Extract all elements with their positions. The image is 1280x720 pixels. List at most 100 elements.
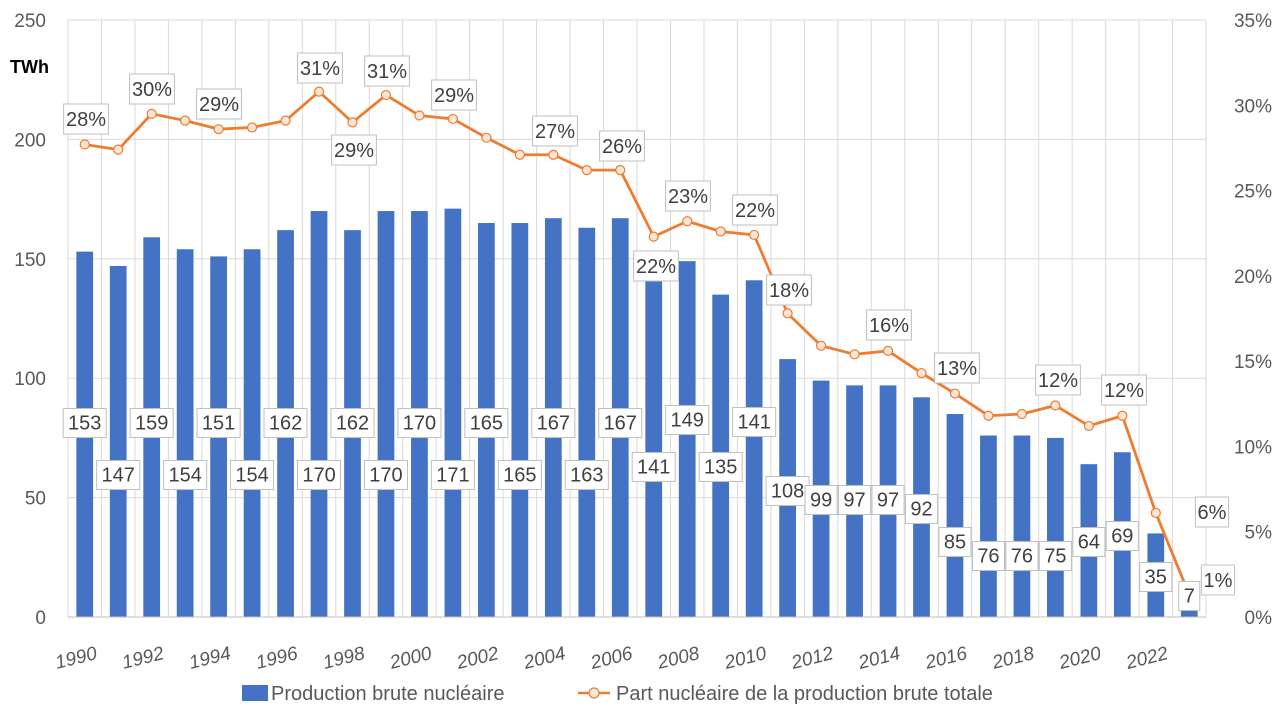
bar-label-2008-box (665, 405, 710, 435)
bar-label-2013-box (838, 485, 872, 515)
line-point-1996 (280, 115, 291, 126)
bar-label-2018-box (1005, 541, 1039, 571)
bar-label-1993-text: 154 (168, 465, 201, 487)
bar-label-2003-text: 165 (503, 465, 536, 487)
x-tick-2000: 2000 (387, 643, 434, 674)
bar-label-2000-box (397, 408, 442, 438)
x-tick-2002: 2002 (454, 643, 501, 674)
bar-label-2015-text: 92 (910, 499, 932, 521)
bar-label-1996-box (263, 408, 308, 438)
line-label-1992-box (129, 73, 175, 105)
bar-label-1999: 170 (363, 460, 409, 490)
y-left-tick-0: 0 (35, 608, 46, 629)
bar-label-2021: 69 (1105, 521, 1139, 551)
y-left-tick-200: 200 (14, 130, 46, 151)
x-tick-2022: 2022 (1123, 643, 1170, 674)
bar-label-2002-box (464, 408, 509, 438)
bar-label-2008: 149 (665, 405, 710, 435)
line-label-2006: 26% (599, 130, 645, 162)
bar-label-2001-text: 171 (436, 465, 469, 487)
bar-label-2017-box (971, 541, 1005, 571)
bar-label-2007: 141 (631, 452, 676, 482)
line-point-2012 (815, 340, 827, 351)
legend-bar-swatch (242, 685, 268, 701)
legend-bar-label: Production brute nucléaire (271, 683, 504, 705)
line-point-2004 (548, 149, 559, 160)
bar-label-2002-text: 165 (470, 413, 503, 435)
bar-label-2013-text: 97 (843, 490, 865, 512)
line-label-2021: 12% (1101, 374, 1147, 406)
bar-label-2008-text: 149 (671, 410, 704, 432)
line-point-2001 (447, 113, 459, 125)
line-label-2000-box (431, 79, 477, 111)
x-tick-1992: 1992 (120, 643, 167, 674)
y-axis-unit-label: TWh (10, 57, 49, 77)
line-label-2019-box (1035, 364, 1081, 396)
bar-label-2019: 75 (1038, 541, 1072, 571)
line-label-1998: 29% (331, 134, 377, 166)
bar-label-2000: 170 (397, 408, 442, 438)
bar-label-2013: 97 (838, 485, 872, 515)
line-point-2002 (481, 132, 492, 143)
line-label-2011: 18% (766, 274, 812, 306)
bar-label-1994: 151 (196, 408, 241, 438)
bar-label-2012-box (804, 485, 838, 515)
line-label-2023-text: 1% (1204, 570, 1233, 592)
bar-1993 (176, 249, 194, 618)
line-label-2022-box (1194, 496, 1230, 528)
legend: Production brute nucléaire Part nucléair… (242, 683, 993, 705)
line-label-2023-box (1200, 564, 1236, 596)
line-label-2019: 12% (1035, 364, 1081, 396)
bar-label-1992: 159 (129, 408, 174, 438)
line-label-1994-text: 29% (199, 94, 239, 116)
bar-label-2018-text: 76 (1011, 546, 1033, 568)
bar-label-2003-box (497, 460, 542, 490)
bar-label-2005-box (564, 460, 609, 490)
line-point-2022 (1150, 507, 1161, 519)
y-right-tick-35%: 35% (1234, 11, 1272, 32)
y-right-tick-25%: 25% (1234, 182, 1272, 203)
bar-2018 (1013, 435, 1031, 617)
line-label-1990-text: 28% (66, 109, 106, 131)
line-label-2004-box (532, 115, 578, 147)
y-right-tick-20%: 20% (1234, 267, 1272, 288)
line-label-2000-text: 29% (434, 85, 474, 107)
bar-label-2004-box (531, 408, 576, 438)
bar-1991 (109, 265, 127, 617)
bar-label-2022-box (1139, 562, 1173, 592)
bar-label-2020-box (1072, 527, 1106, 557)
y-right-tick-30%: 30% (1234, 96, 1272, 117)
bar-label-2019-text: 75 (1044, 546, 1066, 568)
line-label-2010-text: 22% (735, 200, 775, 222)
line-label-2008-box (665, 180, 711, 212)
line-data-labels: 28% 30% 29% 31% 29% 31% 29% 27% 26% 22% 23% 22% 18% 1… (63, 52, 1236, 596)
bar-label-1998-box (330, 408, 375, 438)
line-label-1998-box (331, 134, 377, 166)
bar-label-1999-text: 170 (369, 465, 402, 487)
line-point-1992 (146, 108, 157, 119)
line-path (84, 90, 1191, 596)
bar-label-2009-box (698, 452, 743, 482)
bar-label-2010-text: 141 (737, 412, 770, 434)
line-label-2010: 22% (732, 194, 778, 226)
bar-label-2009: 135 (698, 452, 743, 482)
bar-label-2007-text: 141 (637, 457, 670, 479)
bar-2010 (745, 280, 763, 617)
line-label-2021-text: 12% (1104, 380, 1144, 402)
bar-label-2012: 99 (804, 485, 838, 515)
bar-label-2021-text: 69 (1111, 526, 1133, 548)
bar-label-1990: 153 (62, 408, 107, 438)
line-label-2019-text: 12% (1038, 370, 1078, 392)
bar-2008 (678, 261, 696, 617)
line-point-2017 (983, 410, 994, 421)
bar-label-2016-box (938, 527, 972, 557)
bar-label-2015: 92 (904, 494, 939, 524)
bar-label-2020-text: 64 (1078, 532, 1100, 554)
line-point-2008 (682, 216, 693, 227)
bar-label-2004: 167 (531, 408, 576, 438)
bar-label-1997: 170 (296, 460, 342, 490)
bar-2007 (645, 280, 663, 617)
bar-label-2015-box (904, 494, 939, 524)
x-tick-2012: 2012 (788, 643, 835, 674)
line-label-1999-text: 31% (367, 61, 407, 83)
